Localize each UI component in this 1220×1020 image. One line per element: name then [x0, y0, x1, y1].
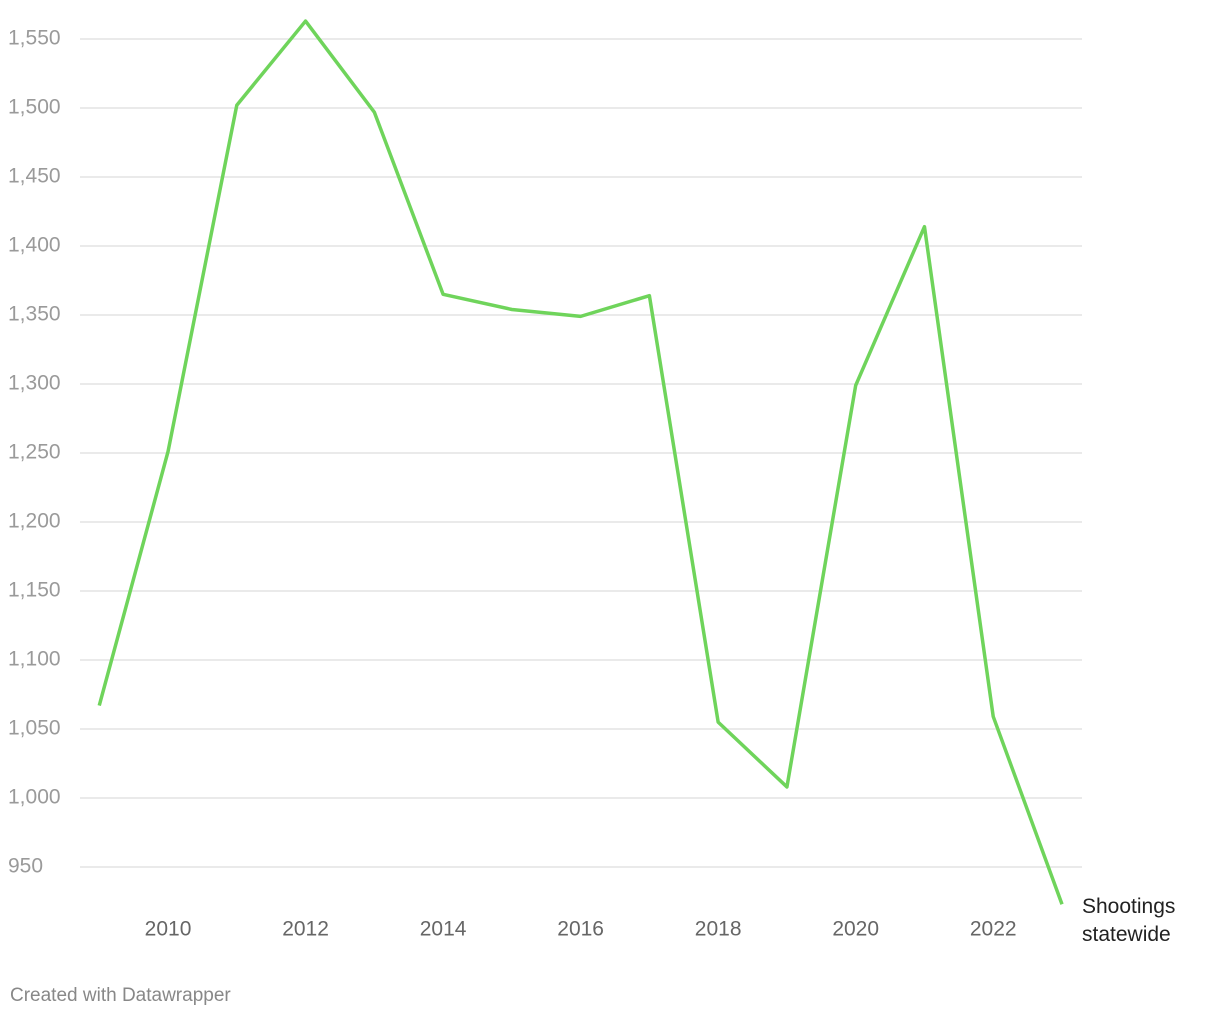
x-tick-label: 2012 [282, 918, 329, 941]
y-tick-label: 1,350 [8, 303, 61, 326]
y-tick-label: 1,150 [8, 579, 61, 602]
y-tick-label: 1,450 [8, 165, 61, 188]
x-tick-label: 2020 [832, 918, 879, 941]
x-tick-label: 2014 [420, 918, 467, 941]
series-label: Shootings statewide [1082, 895, 1176, 946]
x-tick-label: 2022 [970, 918, 1017, 941]
y-tick-label: 1,550 [8, 27, 61, 50]
x-tick-label: 2016 [557, 918, 604, 941]
y-tick-label: 1,300 [8, 372, 61, 395]
y-tick-label: 1,050 [8, 717, 61, 740]
y-tick-label: 1,000 [8, 786, 61, 809]
footer: Created with Datawrapper [10, 985, 231, 1006]
y-tick-label: 1,250 [8, 441, 61, 464]
y-tick-label: 1,100 [8, 648, 61, 671]
y-tick-label: 1,400 [8, 234, 61, 257]
x-tick-label: 2010 [145, 918, 192, 941]
y-tick-label: 950 [8, 855, 43, 878]
y-tick-label: 1,200 [8, 510, 61, 533]
y-tick-label: 1,500 [8, 96, 61, 119]
line [97, 19, 1064, 905]
x-tick-label: 2018 [695, 918, 742, 941]
